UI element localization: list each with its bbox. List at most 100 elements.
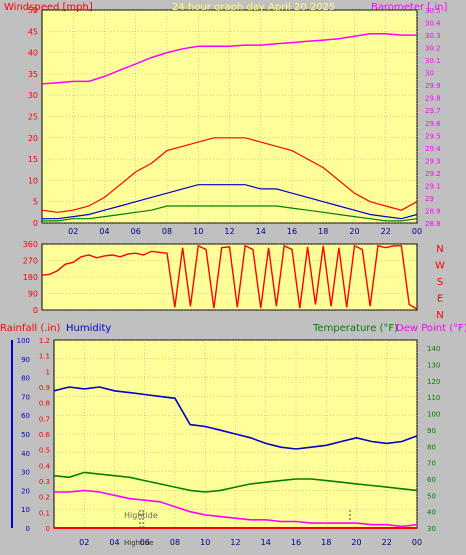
temperature-tick-label: 120: [427, 378, 440, 386]
rain-tick-label: 1.2: [39, 337, 50, 345]
barometer-tick-label: 29.8: [425, 95, 441, 103]
compass-label: N: [436, 244, 443, 255]
humidity-x-tick-label: 10: [200, 538, 210, 547]
humidity-tick-label: 50: [21, 431, 30, 439]
wind-y-tick-label: 15: [28, 155, 38, 164]
direction-tick-label: 270: [23, 257, 38, 266]
temperature-label: Temperature (°F): [312, 323, 398, 334]
humidity-tick-label: 80: [21, 375, 30, 383]
barometer-tick-label: 29.6: [425, 120, 441, 128]
barometer-tick-label: 30.4: [425, 20, 441, 28]
rain-tick-label: 0.2: [39, 494, 50, 502]
dewpoint-label: Dew Point (°F): [396, 323, 466, 334]
humidity-tick-label: 40: [21, 450, 30, 458]
humidity-x-tick-label: 02: [79, 538, 89, 547]
humidity-tick-label: 20: [21, 487, 30, 495]
humidity-x-tick-label: 22: [382, 538, 392, 547]
wind-x-tick-label: 02: [68, 227, 78, 236]
compass-label: E: [437, 294, 443, 305]
series-average: [42, 184, 418, 220]
hightide-top-label: Hightide: [124, 511, 158, 520]
humidity-label: Humidity: [66, 323, 111, 334]
wind-y-tick-label: 0: [33, 219, 38, 228]
wind-x-tick-label: 12: [224, 227, 234, 236]
temperature-tick-label: 70: [427, 460, 436, 468]
rain-tick-label: 1.1: [39, 353, 50, 361]
temperature-tick-label: 130: [427, 362, 440, 370]
direction-tick-label: 0: [33, 306, 38, 315]
series-barometer: [41, 33, 417, 85]
barometer-right-ticks: 28.8 28.9 29 29.1 29.2 29.3 29.4 29.5 29.6 29.7 29…: [425, 7, 441, 228]
humidity-x-tick-label: 06: [140, 538, 150, 547]
barometer-tick-label: 30: [425, 70, 434, 78]
barometer-tick-label: 30.5: [425, 7, 441, 15]
compass-label: W: [435, 261, 445, 272]
humidity-tick-label: 60: [21, 412, 30, 420]
compass-label: S: [437, 277, 443, 288]
direction-tick-label: 180: [23, 273, 38, 282]
wind-y-tick-label: 25: [28, 113, 38, 122]
direction-plot-grid: [42, 243, 417, 311]
rainfall-label: Rainfall (.in): [0, 323, 61, 334]
wind-x-tick-label: 14: [256, 227, 266, 236]
humidity-x-tick-label: 20: [351, 538, 361, 547]
rain-tick-label: 0.6: [39, 431, 51, 439]
rain-tick-label: 0: [46, 525, 50, 533]
barometer-tick-label: 30.2: [425, 45, 441, 53]
series-wind: [42, 205, 418, 222]
humidity-x-tick-label: 16: [291, 538, 301, 547]
barometer-tick-label: 29.7: [425, 107, 441, 115]
hightide-axis-label: Hightide: [124, 539, 154, 547]
humidity-x-tick-label: 12: [230, 538, 240, 547]
series-wind-direction: [41, 244, 418, 310]
temperature-tick-label: 100: [427, 411, 440, 419]
barometer-tick-label: 29.9: [425, 82, 441, 90]
series-humidity: [53, 386, 418, 450]
barometer-tick-label: 29.2: [425, 170, 441, 178]
temperature-tick-label: 60: [427, 476, 436, 484]
rain-tick-label: 1: [46, 368, 50, 376]
wind-y-tick-label: 30: [28, 91, 38, 100]
temperature-tick-label: 30: [427, 525, 436, 533]
barometer-tick-label: 29.4: [425, 145, 441, 153]
wind-x-tick-label: 08: [162, 227, 172, 236]
wind-x-tick-label: 00: [412, 227, 422, 236]
barometer-tick-label: 29.5: [425, 132, 441, 140]
wind-x-tick-label: 20: [349, 227, 359, 236]
rain-tick-label: 0.5: [39, 447, 50, 455]
barometer-tick-label: 29.3: [425, 157, 441, 165]
wind-y-tick-label: 5: [33, 198, 38, 207]
humidity-ticks: 0 10 20 30 40 50 60 70 80 90 100: [17, 337, 30, 533]
wind-x-tick-label: 04: [99, 227, 109, 236]
rain-tick-label: 0.9: [39, 384, 50, 392]
rain-tick-label: 0.4: [39, 462, 51, 470]
temperature-tick-label: 50: [427, 492, 436, 500]
humidity-tick-label: 90: [21, 356, 30, 364]
rain-tick-label: 0.8: [39, 400, 50, 408]
temperature-tick-label: 80: [427, 443, 436, 451]
temperature-tick-label: 90: [427, 427, 436, 435]
series-gust: [41, 137, 418, 213]
direction-tick-label: 90: [28, 290, 38, 299]
wind-x-tick-label: 22: [381, 227, 391, 236]
barometer-tick-label: 28.8: [425, 220, 441, 228]
temperature-tick-label: 110: [427, 394, 440, 402]
humidity-tick-label: 30: [21, 469, 30, 477]
rain-ticks: 0 0.1 0.2 0.3 0.4 0.5 0.6 0.7 0.8 0.9 1 1.1 1.2: [39, 337, 51, 533]
wind-left-ticks: 0 5 10 15 20 25 30 35 40 45 50: [28, 6, 38, 228]
series-temperature: [53, 471, 418, 493]
direction-tick-label: 360: [23, 240, 38, 249]
barometer-tick-label: 28.9: [425, 207, 441, 215]
wind-y-tick-label: 45: [28, 27, 38, 36]
rain-tick-label: 0.3: [39, 478, 50, 486]
humidity-tick-label: 0: [26, 525, 30, 533]
humidity-x-tick-label: 08: [170, 538, 180, 547]
wind-y-tick-label: 35: [28, 70, 38, 79]
wind-x-tick-label: 16: [287, 227, 297, 236]
wind-series: [41, 33, 418, 222]
series-dew-point: [54, 489, 418, 528]
graph-title: 24 hour graph day April 20 2025: [172, 2, 335, 13]
